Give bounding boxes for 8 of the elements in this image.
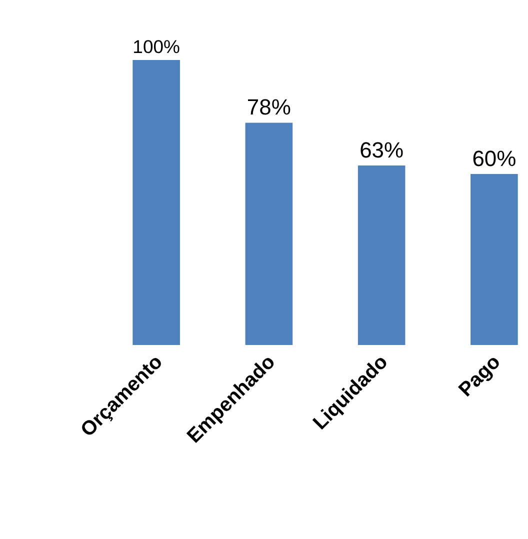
bar — [470, 174, 518, 345]
data-label: 63% — [360, 137, 404, 162]
bar — [132, 60, 180, 345]
bar — [358, 165, 406, 345]
data-label: 60% — [472, 146, 516, 171]
data-label: 100% — [132, 36, 180, 57]
data-label: 78% — [246, 94, 291, 120]
bar — [245, 122, 293, 345]
